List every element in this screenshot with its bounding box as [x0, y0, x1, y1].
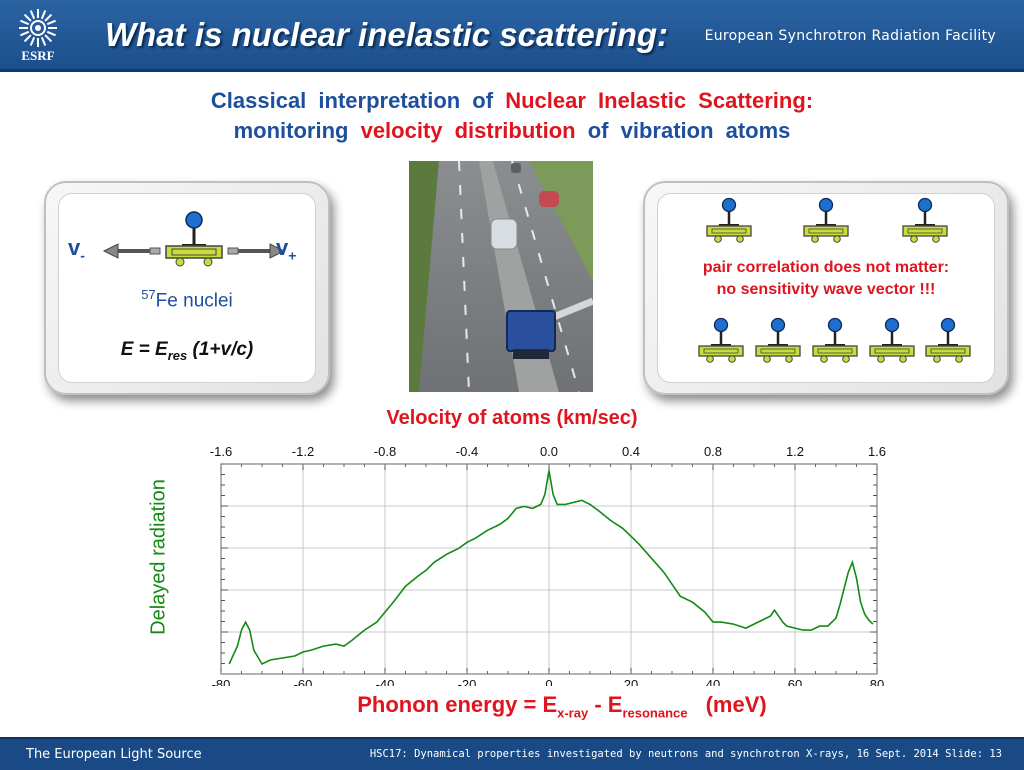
velocity-tick-label: 0.8	[704, 444, 722, 459]
footer-conference: HSC17: Dynamical properties investigated…	[369, 748, 939, 760]
velocity-tick-label: -0.4	[456, 444, 478, 459]
isotope-number: 57	[141, 287, 156, 302]
top-axis-labels: -1.6 -1.2 -0.8 -0.4 0.0 0.4 0.8 1.2 1.6	[210, 444, 886, 459]
nuclei-label: 57Fe nuclei	[46, 287, 328, 312]
logo-text: ESRF	[21, 48, 55, 63]
velocity-tick-label: 1.2	[786, 444, 804, 459]
subtitle-line-2: monitoring velocity distribution of vibr…	[0, 118, 1024, 144]
xlabel-sub-xray: x-ray	[557, 705, 589, 721]
atom-cart-icon	[869, 317, 915, 363]
x-tick-label: 80	[870, 677, 884, 686]
subtitle-text: monitoring	[233, 118, 349, 143]
note-line-1: pair correlation does not matter:	[702, 259, 950, 276]
energy-equation: E = Eres (1+v/c)	[46, 339, 328, 363]
velocity-plus-label: v+	[276, 235, 296, 263]
v-sub: -	[80, 247, 85, 264]
footer-bar: The European Light Source HSC17: Dynamic…	[0, 737, 1024, 770]
x-tick-label: -40	[376, 677, 395, 686]
subtitle-highlight: Nuclear Inelastic Scattering:	[505, 88, 814, 113]
eq-lhs: E = E	[120, 339, 168, 360]
esrf-sun-icon	[19, 9, 57, 47]
v-sub: +	[288, 247, 297, 264]
highway-photo	[409, 161, 593, 392]
subtitle-text: Classical interpretation of	[210, 88, 494, 113]
slide-title: What is nuclear inelastic scattering:	[105, 16, 668, 53]
v-letter: v	[276, 235, 289, 260]
velocity-tick-label: 1.6	[868, 444, 886, 459]
atom-cart-icon	[706, 197, 752, 243]
chart-ticks	[220, 463, 878, 674]
atom-cart-icon	[925, 317, 971, 363]
x-tick-label: 20	[624, 677, 638, 686]
top-atom-carts	[706, 197, 948, 243]
velocity-tick-label: 0.4	[622, 444, 640, 459]
left-panel: v- v+ 57Fe nuclei E = Eres (1+v/c)	[44, 181, 330, 395]
chart-top-title: Velocity of atoms (km/sec)	[386, 407, 638, 429]
correlation-note: pair correlation does not matter: no sen…	[645, 257, 1007, 301]
spectrum-curve	[228, 470, 874, 666]
x-tick-label: -80	[212, 677, 231, 686]
y-axis-label-wrap: Delayed radiation	[137, 452, 181, 662]
eq-sub: res	[167, 347, 188, 363]
subtitle-highlight: velocity distribution	[360, 118, 576, 143]
right-panel: pair correlation does not matter: no sen…	[643, 181, 1009, 395]
atom-cart-icon	[812, 317, 858, 363]
slide-number: Slide: 13	[945, 748, 1002, 760]
footer-tagline: The European Light Source	[26, 747, 202, 762]
v-letter: v	[68, 235, 81, 260]
facility-name: European Synchrotron Radiation Facility	[704, 28, 996, 44]
atom-cart-icon	[902, 197, 948, 243]
x-axis-label: Phonon energy = Ex-ray - Eresonance (meV…	[0, 692, 1024, 720]
x-tick-label: -20	[458, 677, 477, 686]
eq-rhs: (1+v/c)	[187, 339, 254, 360]
velocity-tick-label: -0.8	[374, 444, 396, 459]
velocity-spectrum-chart: -1.6 -1.2 -0.8 -0.4 0.0 0.4 0.8 1.2 1.6 -80 -60 -4…	[210, 444, 886, 686]
velocity-tick-label: -1.2	[292, 444, 314, 459]
note-line-2: no sensitivity wave vector !!!	[716, 281, 936, 298]
x-tick-label: -60	[294, 677, 313, 686]
y-axis-label: Delayed radiation	[147, 479, 170, 635]
header-bar: ESRF What is nuclear inelastic scatterin…	[0, 0, 1024, 72]
bottom-atom-carts	[698, 317, 971, 363]
atom-cart-diagram	[102, 211, 286, 267]
subtitle-line-1: Classical interpretation of Nuclear Inel…	[0, 88, 1024, 114]
xlabel-mid: - E	[588, 692, 623, 717]
velocity-minus-label: v-	[68, 235, 85, 263]
xlabel-sub-resonance: resonance	[622, 705, 688, 721]
atom-cart-icon	[755, 317, 801, 363]
subtitle-text: of vibration atoms	[587, 118, 791, 143]
bottom-axis-labels: -80 -60 -40 -20 0 20 40 60 80	[212, 677, 885, 686]
velocity-tick-label: 0.0	[540, 444, 558, 459]
velocity-tick-label: -1.6	[210, 444, 232, 459]
xlabel-main: Phonon energy = E	[357, 692, 558, 717]
nuclei-text: Fe nuclei	[155, 290, 233, 312]
esrf-logo: ESRF	[10, 6, 66, 64]
xlabel-unit: (meV)	[705, 692, 767, 717]
chart-grid	[221, 464, 877, 674]
x-tick-label: 0	[545, 677, 552, 686]
x-tick-label: 40	[706, 677, 720, 686]
atom-cart-icon	[803, 197, 849, 243]
x-tick-label: 60	[788, 677, 802, 686]
atom-cart-icon	[698, 317, 744, 363]
correlated-atoms-diagram	[698, 197, 971, 363]
footer-info: HSC17: Dynamical properties investigated…	[370, 748, 1002, 760]
